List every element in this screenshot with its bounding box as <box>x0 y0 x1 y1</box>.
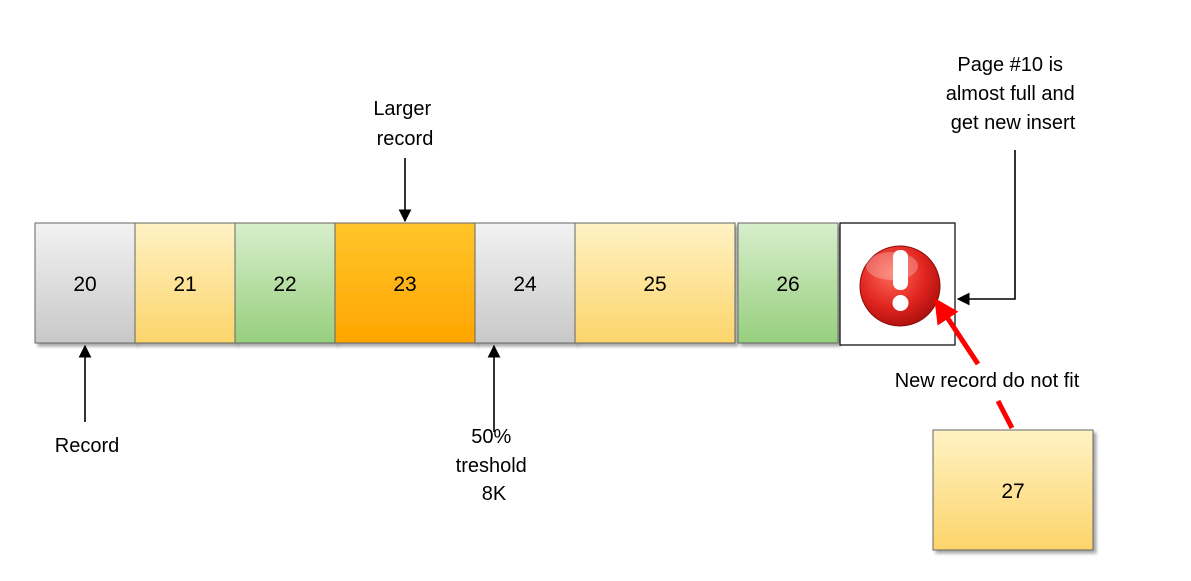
record-cell-24: 24 <box>474 222 576 344</box>
record-cell-20: 20 <box>34 222 136 344</box>
record-cell-25: 25 <box>574 222 736 344</box>
record-cell-26: 26 <box>737 222 839 344</box>
exclamation-icon <box>859 245 941 327</box>
larger-record-label: Larger record <box>373 98 436 150</box>
record-22-label: 22 <box>273 273 296 296</box>
record-cell-22: 22 <box>234 222 336 344</box>
record-cell-23: 23 <box>334 222 476 344</box>
record-23-label: 23 <box>393 273 416 296</box>
record-label: Record <box>55 435 119 457</box>
no-fit-label: New record do not fit <box>895 370 1080 392</box>
record-20-label: 20 <box>73 273 96 296</box>
record-27-label: 27 <box>1001 480 1024 503</box>
new-record-27: 27 <box>932 429 1094 551</box>
record-24-label: 24 <box>513 273 537 296</box>
record-21-label: 21 <box>173 273 196 296</box>
record-25-label: 25 <box>643 273 666 296</box>
record-cell-21: 21 <box>134 222 236 344</box>
no-fit-arrow-tail <box>995 399 1015 430</box>
threshold-label: 50% treshold 8K <box>456 426 533 505</box>
record-26-label: 26 <box>776 273 799 296</box>
page-full-label: Page #10 is almost full and get new inse… <box>946 54 1081 134</box>
no-fit-arrow <box>934 297 981 366</box>
page-full-arrow <box>956 150 1016 306</box>
